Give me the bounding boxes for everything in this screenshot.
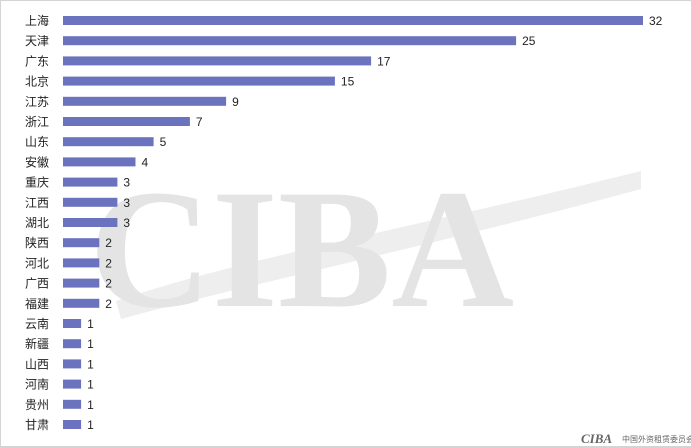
- category-label-0: 上海: [25, 13, 49, 28]
- bar-9: [63, 197, 118, 207]
- category-labels: 上海天津广东北京江苏浙江山东安徽重庆江西湖北陕西河北广西福建云南新疆山西河南贵州…: [25, 13, 49, 432]
- watermark-swoosh: [116, 171, 641, 319]
- value-label-13: 2: [105, 277, 112, 291]
- category-label-9: 江西: [25, 196, 49, 210]
- value-label-19: 1: [87, 398, 94, 412]
- category-label-16: 新疆: [25, 336, 49, 351]
- bar-17: [63, 359, 82, 369]
- category-label-5: 浙江: [25, 115, 49, 129]
- bar-11: [63, 238, 100, 248]
- category-label-20: 甘肃: [25, 418, 49, 432]
- footer-logo: CIBA 中国外资租赁委员会: [581, 431, 692, 446]
- bar-7: [63, 157, 136, 167]
- value-label-1: 25: [522, 34, 536, 48]
- footer-logo-subtitle: 中国外资租赁委员会: [622, 434, 692, 444]
- value-label-8: 3: [123, 176, 130, 190]
- bar-6: [63, 137, 154, 147]
- category-label-4: 江苏: [25, 95, 49, 109]
- value-label-12: 2: [105, 256, 112, 270]
- value-label-3: 15: [341, 75, 355, 89]
- value-label-16: 1: [87, 337, 94, 351]
- bar-20: [63, 420, 82, 429]
- bar-16: [63, 339, 82, 349]
- bar-19: [63, 399, 82, 409]
- category-label-19: 贵州: [25, 398, 49, 412]
- ciba-watermark: CIBA: [89, 155, 641, 343]
- footer-logo-mark: CIBA: [581, 431, 612, 446]
- category-label-8: 重庆: [25, 176, 49, 190]
- bar-15: [63, 319, 82, 328]
- bar-13: [63, 278, 100, 288]
- category-label-18: 河南: [25, 377, 49, 392]
- value-label-11: 2: [105, 236, 112, 250]
- value-label-18: 1: [87, 378, 94, 392]
- value-label-4: 9: [232, 95, 239, 109]
- value-label-7: 4: [142, 155, 149, 169]
- value-label-5: 7: [196, 115, 203, 129]
- value-label-9: 3: [123, 196, 130, 210]
- value-label-0: 32: [649, 14, 663, 28]
- bar-18: [63, 379, 82, 389]
- category-label-11: 陕西: [25, 235, 49, 250]
- category-label-3: 北京: [25, 75, 49, 89]
- category-label-15: 云南: [25, 316, 49, 331]
- bar-12: [63, 258, 100, 268]
- category-label-12: 河北: [25, 256, 49, 270]
- value-label-10: 3: [123, 216, 130, 230]
- value-label-20: 1: [87, 418, 94, 432]
- value-label-17: 1: [87, 357, 94, 371]
- category-label-6: 山东: [25, 135, 49, 149]
- category-label-14: 福建: [25, 296, 49, 311]
- bar-14: [63, 298, 100, 308]
- value-label-14: 2: [105, 297, 112, 311]
- bar-0: [63, 16, 643, 25]
- watermark-text: CIBA: [89, 155, 514, 343]
- bars-group: [63, 16, 643, 429]
- category-label-1: 天津: [25, 34, 49, 48]
- value-label-2: 17: [377, 54, 391, 68]
- category-label-17: 山西: [25, 357, 49, 371]
- category-label-2: 广东: [25, 54, 49, 68]
- bar-4: [63, 96, 227, 106]
- bar-10: [63, 218, 118, 227]
- value-label-6: 5: [160, 135, 167, 149]
- bar-3: [63, 76, 335, 86]
- bar-5: [63, 117, 190, 126]
- category-label-13: 广西: [25, 277, 49, 291]
- category-label-10: 湖北: [25, 215, 49, 230]
- value-label-15: 1: [87, 317, 94, 331]
- bar-1: [63, 36, 517, 46]
- bar-2: [63, 56, 372, 66]
- category-label-7: 安徽: [25, 154, 49, 169]
- bar-8: [63, 177, 118, 187]
